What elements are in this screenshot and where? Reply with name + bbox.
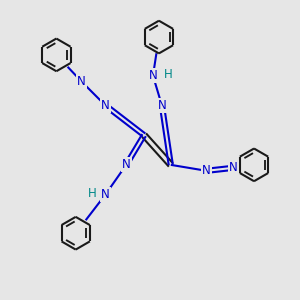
Text: N: N xyxy=(77,75,86,88)
Text: N: N xyxy=(229,161,238,174)
Text: N: N xyxy=(101,188,110,201)
Text: N: N xyxy=(122,158,130,171)
Text: H: H xyxy=(164,68,172,81)
Text: N: N xyxy=(148,69,157,82)
Text: H: H xyxy=(88,187,96,200)
Text: N: N xyxy=(158,99,166,112)
Text: N: N xyxy=(202,164,211,177)
Text: N: N xyxy=(101,99,110,112)
